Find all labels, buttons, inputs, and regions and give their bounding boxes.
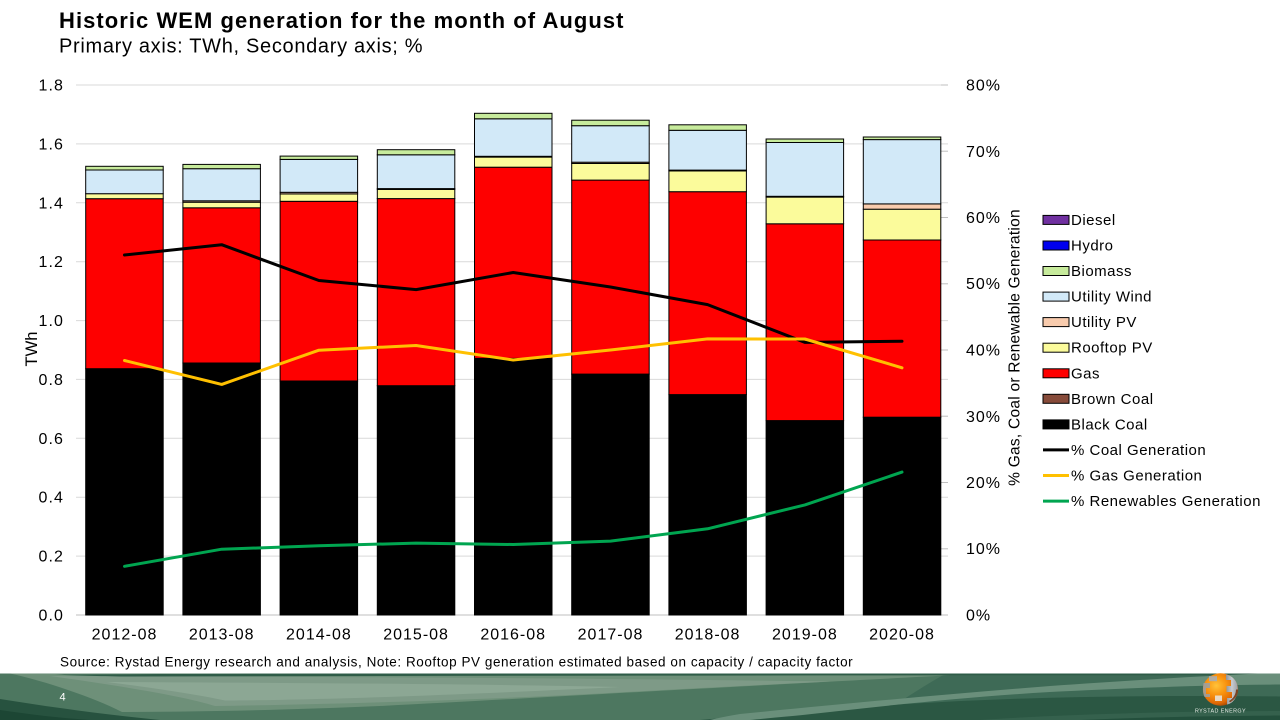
svg-text:40%: 40% <box>966 343 1001 360</box>
svg-text:RYSTAD ENERGY: RYSTAD ENERGY <box>1195 709 1246 715</box>
svg-text:0.2: 0.2 <box>38 549 64 566</box>
svg-text:Source: Rystad Energy research: Source: Rystad Energy research and analy… <box>60 655 853 670</box>
svg-text:1.2: 1.2 <box>38 254 64 271</box>
svg-text:1.8: 1.8 <box>38 78 64 95</box>
svg-text:Historic WEM generation for th: Historic WEM generation for the month of… <box>59 8 625 33</box>
svg-text:Rooftop PV: Rooftop PV <box>1071 340 1153 357</box>
svg-text:2019-08: 2019-08 <box>772 627 838 644</box>
svg-text:0.4: 0.4 <box>38 490 64 507</box>
svg-text:1.0: 1.0 <box>38 313 64 330</box>
svg-text:10%: 10% <box>966 541 1001 558</box>
svg-text:2016-08: 2016-08 <box>480 627 546 644</box>
svg-text:Diesel: Diesel <box>1071 212 1116 229</box>
svg-text:4: 4 <box>60 692 66 704</box>
svg-text:Utility Wind: Utility Wind <box>1071 289 1152 306</box>
svg-text:% Coal Generation: % Coal Generation <box>1071 442 1206 459</box>
svg-text:2017-08: 2017-08 <box>578 627 644 644</box>
svg-text:Black Coal: Black Coal <box>1071 416 1148 433</box>
svg-text:2018-08: 2018-08 <box>675 627 741 644</box>
svg-text:2014-08: 2014-08 <box>286 627 352 644</box>
svg-text:Biomass: Biomass <box>1071 263 1132 280</box>
svg-text:1.6: 1.6 <box>38 136 64 153</box>
svg-text:20%: 20% <box>966 475 1001 492</box>
svg-text:30%: 30% <box>966 409 1001 426</box>
svg-text:% Renewables Generation: % Renewables Generation <box>1071 493 1261 510</box>
svg-text:Utility PV: Utility PV <box>1071 314 1137 331</box>
svg-text:Primary axis: TWh, Secondary a: Primary axis: TWh, Secondary axis; % <box>59 36 423 58</box>
svg-text:1.4: 1.4 <box>38 195 64 212</box>
svg-text:0.0: 0.0 <box>38 608 64 625</box>
svg-text:2013-08: 2013-08 <box>189 627 255 644</box>
svg-text:80%: 80% <box>966 78 1001 95</box>
svg-text:% Gas, Coal or Renewable Gener: % Gas, Coal or Renewable Generation <box>1007 209 1024 486</box>
svg-text:50%: 50% <box>966 276 1001 293</box>
svg-text:Brown Coal: Brown Coal <box>1071 391 1154 408</box>
svg-text:0%: 0% <box>966 608 991 625</box>
svg-text:70%: 70% <box>966 144 1001 161</box>
svg-text:0.8: 0.8 <box>38 372 64 389</box>
svg-text:2012-08: 2012-08 <box>92 627 158 644</box>
svg-text:2020-08: 2020-08 <box>869 627 935 644</box>
svg-text:TWh: TWh <box>22 331 41 366</box>
svg-text:60%: 60% <box>966 210 1001 227</box>
svg-text:Gas: Gas <box>1071 365 1100 382</box>
svg-text:0.6: 0.6 <box>38 431 64 448</box>
svg-text:Hydro: Hydro <box>1071 238 1114 255</box>
svg-text:% Gas Generation: % Gas Generation <box>1071 468 1202 485</box>
svg-text:2015-08: 2015-08 <box>383 627 449 644</box>
